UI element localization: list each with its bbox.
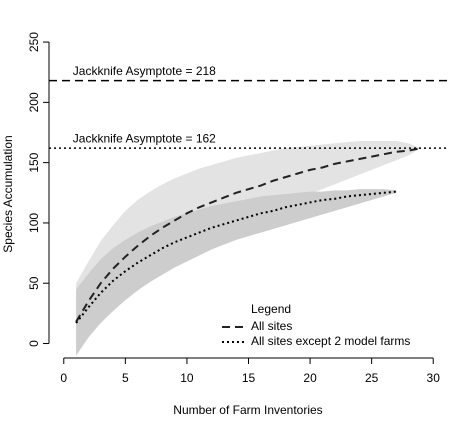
accumulation-line bbox=[75, 190, 397, 324]
y-axis-label: Species Accumulation bbox=[1, 135, 15, 252]
x-tick-label: 10 bbox=[180, 371, 194, 385]
x-tick-label: 15 bbox=[242, 371, 256, 385]
x-tick-label: 25 bbox=[365, 371, 379, 385]
asymptote-label: Jackknife Asymptote = 218 bbox=[73, 64, 216, 78]
legend-title: Legend bbox=[251, 302, 291, 316]
x-tick-label: 30 bbox=[427, 371, 441, 385]
x-tick-label: 20 bbox=[303, 371, 317, 385]
x-axis-label: Number of Farm Inventories bbox=[173, 403, 322, 417]
x-tick-label: 5 bbox=[122, 371, 129, 385]
asymptote-label: Jackknife Asymptote = 162 bbox=[73, 131, 216, 145]
y-tick-label: 100 bbox=[27, 213, 41, 233]
x-tick-label: 0 bbox=[60, 371, 67, 385]
y-tick-label: 250 bbox=[27, 32, 41, 52]
y-tick-label: 0 bbox=[27, 340, 41, 347]
accumulation-line bbox=[75, 147, 422, 323]
legend-label: All sites except 2 model farms bbox=[251, 334, 410, 348]
confidence-band bbox=[76, 140, 421, 354]
y-tick-label: 150 bbox=[27, 152, 41, 172]
legend-label: All sites bbox=[251, 319, 292, 333]
y-tick-label: 50 bbox=[27, 276, 41, 290]
y-tick-label: 200 bbox=[27, 92, 41, 112]
